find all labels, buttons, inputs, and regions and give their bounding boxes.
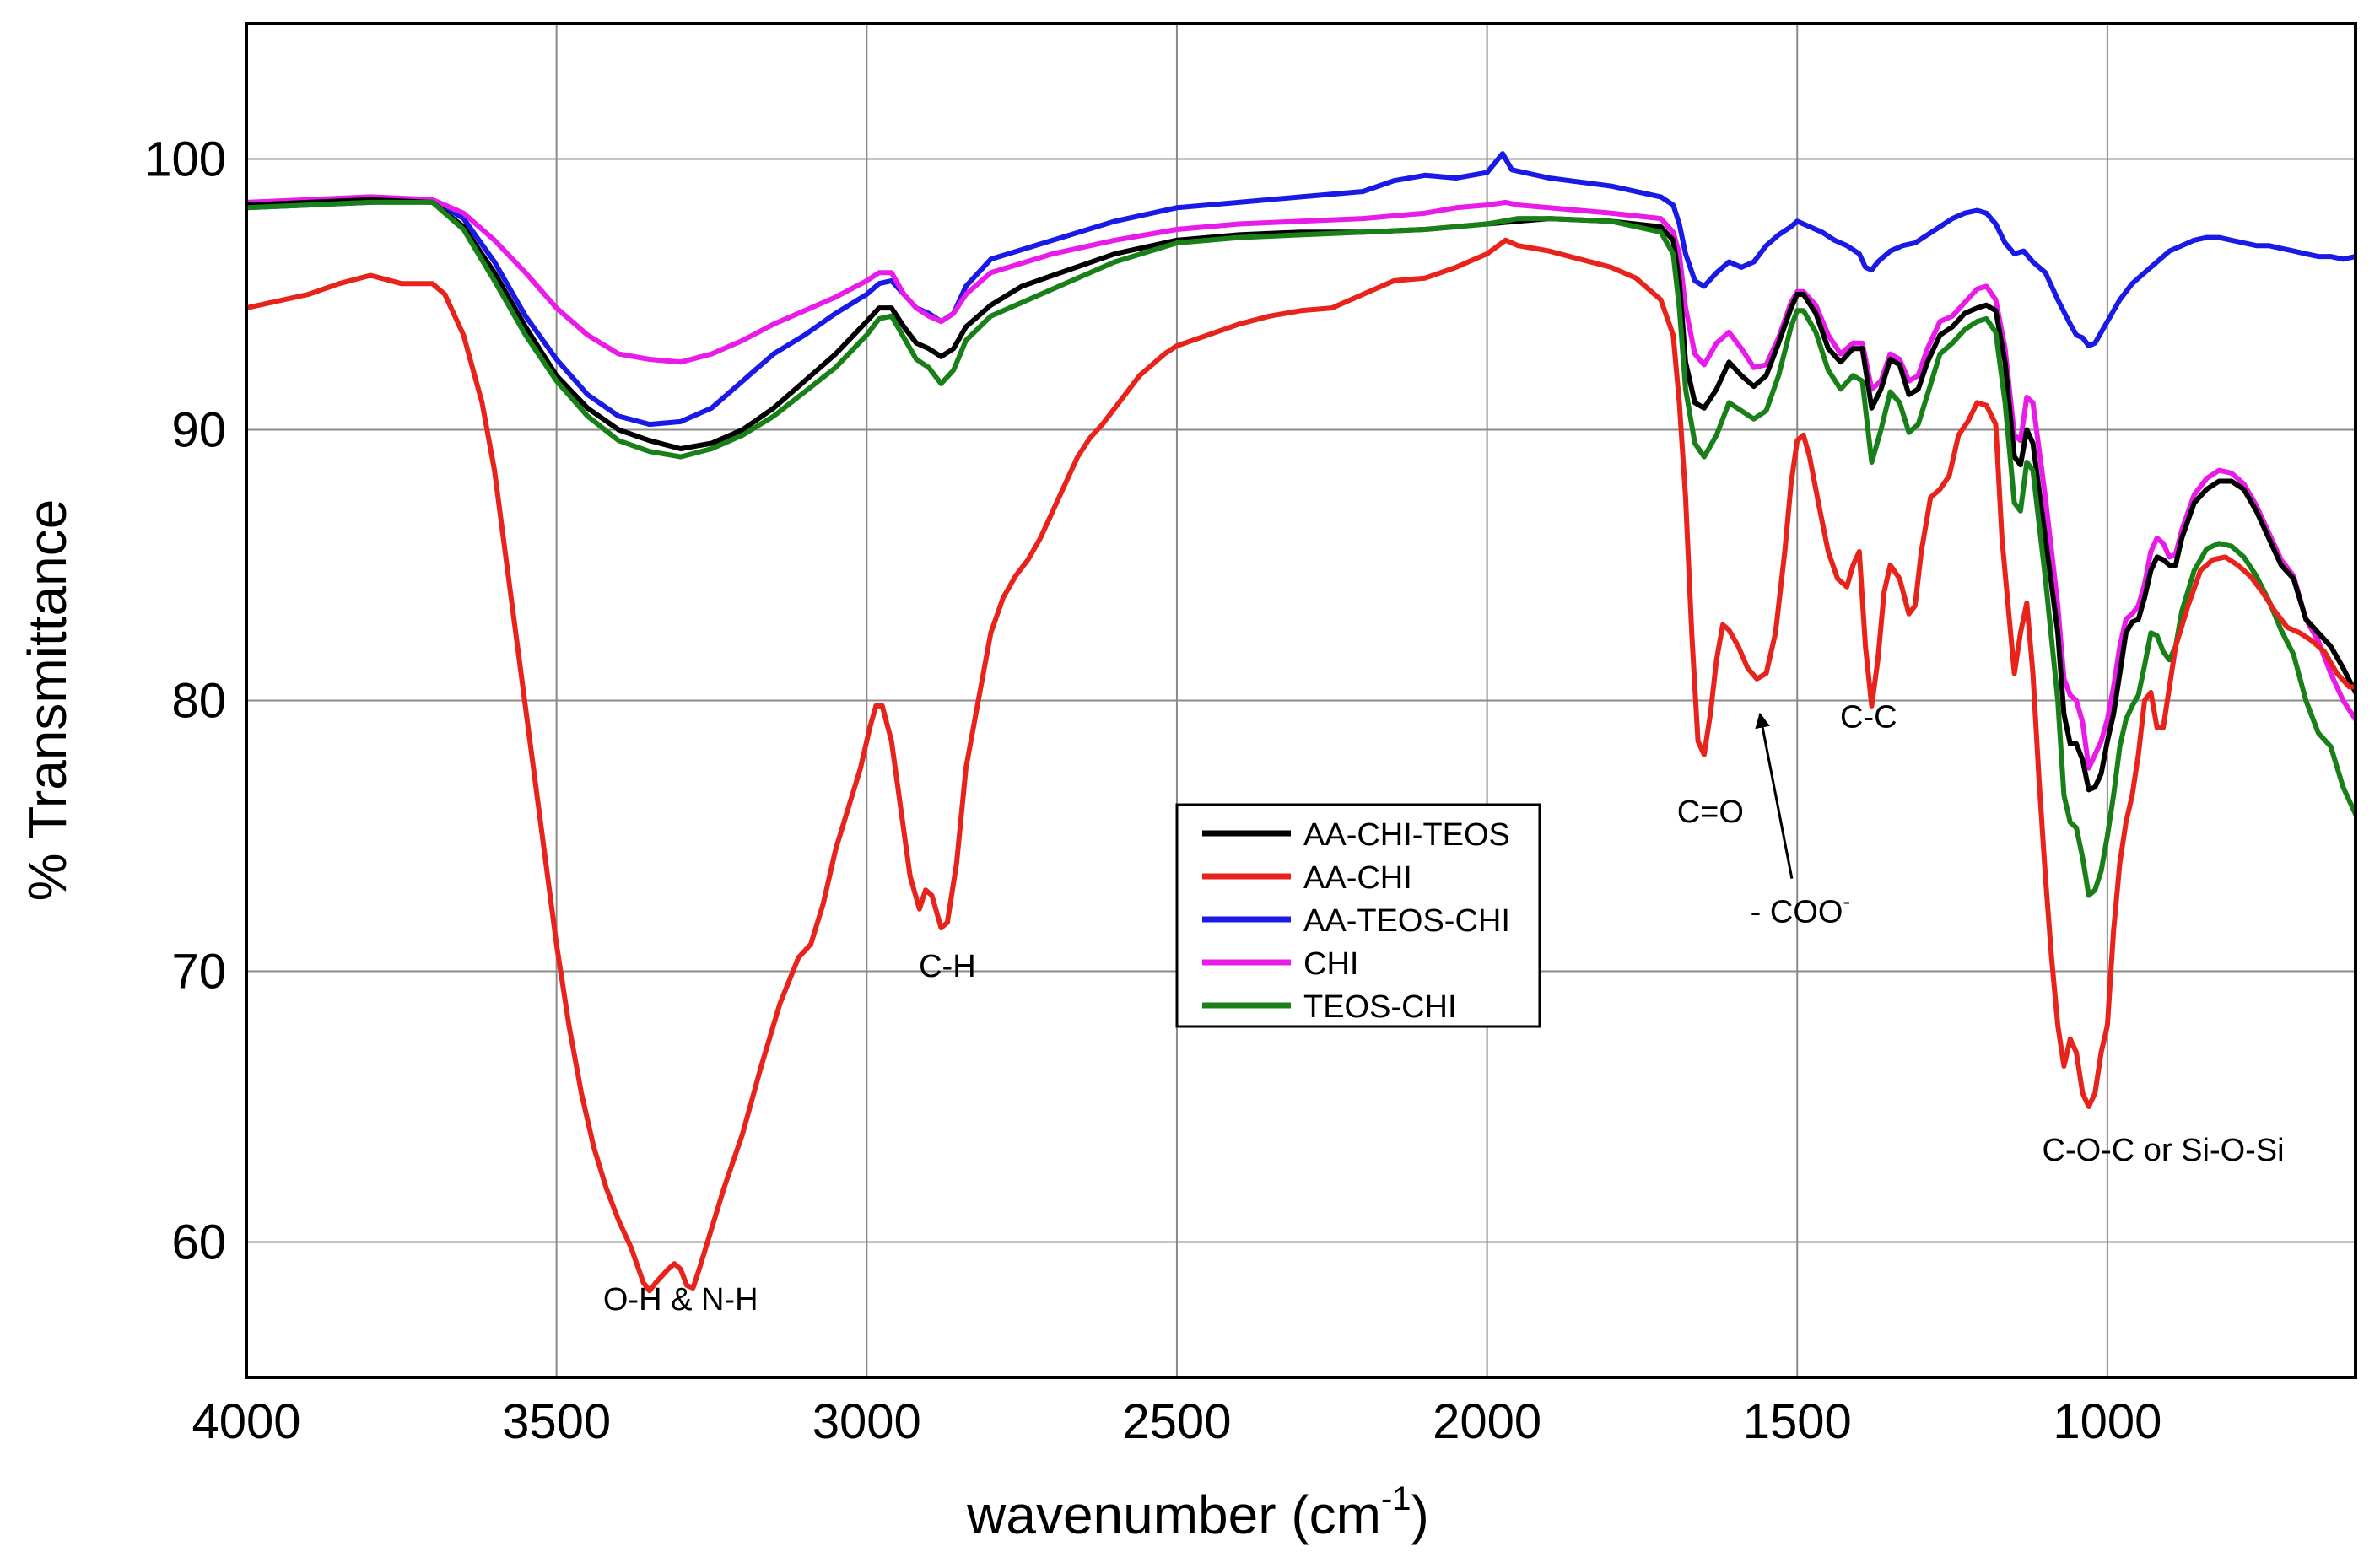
y-tick-label: 60 bbox=[171, 1215, 226, 1270]
legend-label: AA-CHI-TEOS bbox=[1303, 817, 1510, 853]
y-axis-ticks: 60 70 80 90 100 bbox=[144, 132, 226, 1270]
annotation-coo: - COO- bbox=[1751, 889, 1850, 930]
x-tick-label: 1000 bbox=[2053, 1394, 2161, 1449]
x-tick-label: 1500 bbox=[1743, 1394, 1852, 1449]
annotations: O-H & N-H C-H C=O - COO- C-C C-O-C or Si-O-Si bbox=[603, 700, 2285, 1317]
legend-label: TEOS-CHI bbox=[1303, 989, 1457, 1025]
legend-box bbox=[1175, 803, 1541, 1028]
series-line-chi bbox=[246, 194, 2356, 771]
x-tick-label: 4000 bbox=[192, 1394, 300, 1449]
y-tick-label: 100 bbox=[144, 132, 226, 187]
x-axis-title-main: wavenumber (cm bbox=[966, 1484, 1381, 1545]
legend: AA-CHI-TEOS AA-CHI AA-TEOS-CHI CHI TEOS-CHI bbox=[1175, 803, 1541, 1028]
legend-label: AA-TEOS-CHI bbox=[1303, 903, 1510, 939]
series-line-aa-chi-teos bbox=[246, 197, 2356, 793]
series-line-aa-teos-chi bbox=[246, 151, 2356, 428]
series-layer bbox=[246, 151, 2356, 1294]
x-tick-label: 3000 bbox=[812, 1394, 921, 1449]
y-tick-label: 90 bbox=[171, 403, 226, 458]
x-tick-label: 3500 bbox=[502, 1394, 611, 1449]
grid-lines bbox=[246, 24, 2356, 1377]
annotation-arrow bbox=[1755, 712, 1794, 880]
x-axis-title-close: ) bbox=[1411, 1484, 1429, 1545]
annotation-ch: C-H bbox=[919, 949, 976, 984]
x-axis-title: wavenumber (cm-1) bbox=[966, 1480, 1429, 1545]
x-tick-label: 2500 bbox=[1122, 1394, 1231, 1449]
legend-label: AA-CHI bbox=[1303, 860, 1412, 896]
x-axis-ticks: 4000 3500 3000 2500 2000 1500 1000 bbox=[192, 1394, 2161, 1449]
annotation-superscript: - bbox=[1843, 889, 1850, 914]
annotation-cc: C-C bbox=[1840, 700, 1897, 736]
legend-label: CHI bbox=[1303, 946, 1358, 982]
x-tick-label: 2000 bbox=[1433, 1394, 1541, 1449]
annotation-oh-nh: O-H & N-H bbox=[603, 1282, 758, 1317]
plot-frame bbox=[245, 22, 2357, 1379]
y-axis-title: % Transmittance bbox=[17, 499, 78, 902]
annotation-coc: C-O-C or Si-O-Si bbox=[2043, 1133, 2285, 1168]
y-tick-label: 80 bbox=[171, 674, 226, 729]
y-tick-label: 70 bbox=[171, 945, 226, 1000]
series-line-teos-chi bbox=[246, 199, 2356, 898]
series-line-aa-chi bbox=[246, 237, 2356, 1294]
annotation-co: C=O bbox=[1677, 795, 1744, 830]
x-axis-title-sup: -1 bbox=[1381, 1480, 1411, 1517]
